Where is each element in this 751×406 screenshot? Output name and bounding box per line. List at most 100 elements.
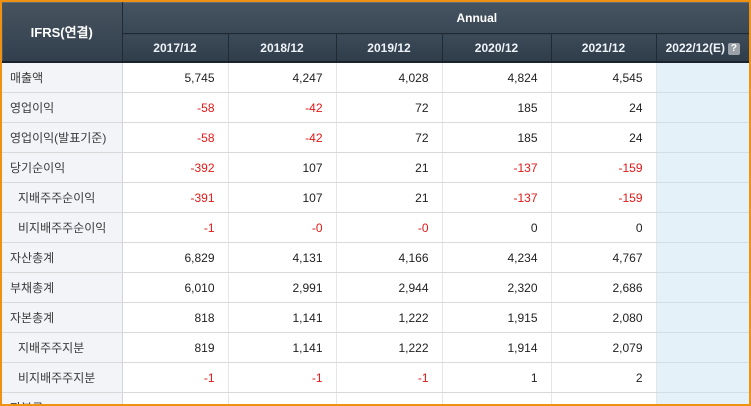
table-row: 비지배주주순이익 -1 -0 -0 0 0: [2, 212, 749, 243]
group-header-row: IFRS(연결) Annual: [2, 2, 749, 63]
value-cell: [655, 272, 749, 303]
value-cell: 1: [441, 362, 551, 393]
value-cell: -1: [122, 362, 228, 393]
value-cell: 107: [227, 182, 336, 213]
year-label: 2019/12: [367, 40, 411, 55]
year-header-row: 2017/12 2018/12 2019/12 2020/12 2021/12 2022/…: [2, 33, 749, 63]
year-column-header: 2022/12(E)?: [655, 33, 749, 63]
table-row: 자산총계 6,829 4,131 4,166 4,234 4,767: [2, 242, 749, 273]
table-row: 당기순이익 -392 107 21 -137 -159: [2, 152, 749, 183]
value-cell: 2,080: [550, 302, 656, 333]
table-row: 매출액 5,745 4,247 4,028 4,824 4,545: [2, 62, 749, 93]
value-cell: [655, 302, 749, 333]
value-cell: 21: [335, 152, 442, 183]
row-label: 지배주주순이익: [2, 182, 123, 213]
value-cell: 2,991: [227, 272, 336, 303]
value-cell: [655, 212, 749, 243]
value-cell: -137: [441, 182, 551, 213]
value-cell: -42: [227, 122, 336, 153]
value-cell: 0: [550, 212, 656, 243]
annual-group-header: Annual: [122, 2, 749, 34]
year-label: 2022/12(E): [665, 40, 725, 55]
value-cell: 107: [227, 152, 336, 183]
value-cell: 819: [122, 332, 228, 363]
value-cell: 185: [441, 122, 551, 153]
value-cell: [655, 362, 749, 393]
value-cell: 6,829: [122, 242, 228, 273]
help-icon[interactable]: ?: [727, 42, 740, 55]
value-cell: [550, 392, 656, 404]
value-cell: -58: [122, 122, 228, 153]
year-column-header: 2017/12: [121, 33, 228, 63]
value-cell: 1,222: [335, 332, 442, 363]
year-column-header: 2021/12: [550, 33, 656, 63]
value-cell: 5,745: [122, 62, 228, 93]
table-row: 부채총계 6,010 2,991 2,944 2,320 2,686: [2, 272, 749, 303]
value-cell: -1: [122, 212, 228, 243]
value-cell: 4,247: [227, 62, 336, 93]
value-cell: 21: [335, 182, 442, 213]
value-cell: 0: [441, 212, 551, 243]
value-cell: 2: [550, 362, 656, 393]
value-cell: -391: [122, 182, 228, 213]
value-cell: [441, 392, 551, 404]
value-cell: 185: [441, 92, 551, 123]
value-cell: [655, 332, 749, 363]
table-row: 자본총계 818 1,141 1,222 1,915 2,080: [2, 302, 749, 333]
table-row: 자본금: [2, 392, 749, 404]
row-label: 비지배주주순이익: [2, 212, 123, 243]
table-row: 지배주주지분 819 1,141 1,222 1,914 2,079: [2, 332, 749, 363]
value-cell: -0: [335, 212, 442, 243]
value-cell: 24: [550, 92, 656, 123]
year-label: 2021/12: [581, 40, 626, 55]
value-cell: 4,131: [227, 242, 336, 273]
row-label: 영업이익(발표기준): [2, 122, 123, 153]
year-label: 2020/12: [474, 40, 519, 55]
row-label: 당기순이익: [2, 152, 123, 183]
value-cell: [227, 392, 336, 404]
value-cell: 2,944: [335, 272, 442, 303]
row-label: 지배주주지분: [2, 332, 123, 363]
value-cell: [655, 242, 749, 273]
row-label: 자산총계: [2, 242, 123, 273]
value-cell: 818: [122, 302, 228, 333]
value-cell: [655, 392, 749, 404]
value-cell: 1,914: [441, 332, 551, 363]
value-cell: -159: [550, 152, 656, 183]
value-cell: 4,166: [335, 242, 442, 273]
year-label: 2017/12: [153, 40, 197, 55]
value-cell: -58: [122, 92, 228, 123]
value-cell: [655, 92, 749, 123]
value-cell: 2,686: [550, 272, 656, 303]
value-cell: -1: [335, 362, 442, 393]
value-cell: 1,141: [227, 332, 336, 363]
table-row: 영업이익 -58 -42 72 185 24: [2, 92, 749, 123]
value-cell: 4,234: [441, 242, 551, 273]
row-label: 매출액: [2, 62, 123, 93]
value-cell: 4,767: [550, 242, 656, 273]
value-cell: 1,222: [335, 302, 442, 333]
value-cell: 24: [550, 122, 656, 153]
value-cell: [655, 152, 749, 183]
value-cell: [335, 392, 442, 404]
value-cell: 4,545: [550, 62, 656, 93]
value-cell: 2,320: [441, 272, 551, 303]
year-column-header: 2019/12: [335, 33, 442, 63]
value-cell: 72: [335, 122, 442, 153]
table-row: 지배주주순이익 -391 107 21 -137 -159: [2, 182, 749, 213]
row-label: 영업이익: [2, 92, 123, 123]
value-cell: -1: [227, 362, 336, 393]
value-cell: [655, 122, 749, 153]
value-cell: 1,141: [227, 302, 336, 333]
value-cell: [655, 182, 749, 213]
value-cell: [655, 62, 749, 93]
ifrs-corner-header: IFRS(연결): [2, 2, 123, 63]
table-row: 영업이익(발표기준) -58 -42 72 185 24: [2, 122, 749, 153]
value-cell: 6,010: [122, 272, 228, 303]
value-cell: -392: [122, 152, 228, 183]
value-cell: -0: [227, 212, 336, 243]
year-column-header: 2018/12: [227, 33, 336, 63]
value-cell: 1,915: [441, 302, 551, 333]
